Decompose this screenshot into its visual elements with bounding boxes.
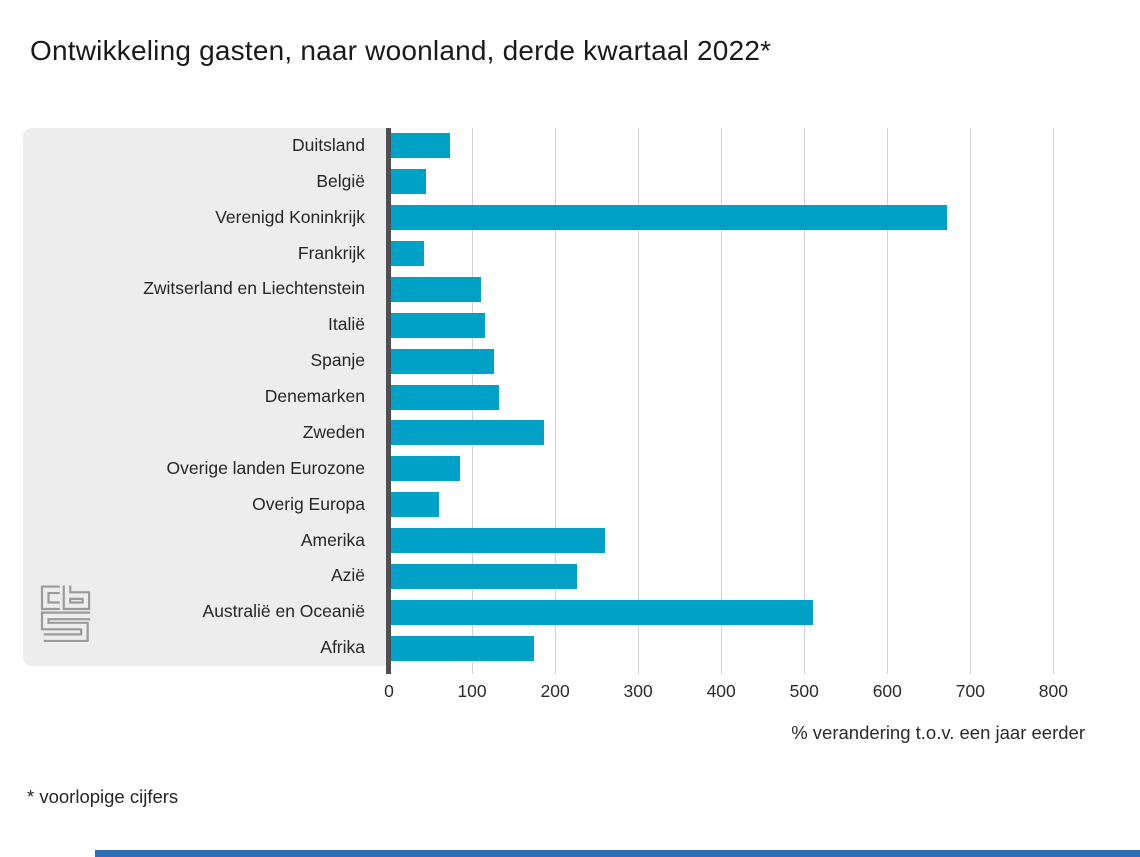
- category-label: Azië: [330, 565, 365, 586]
- bar-itali-[interactable]: [391, 312, 486, 338]
- y-axis-line: [386, 128, 391, 674]
- bar-australi-en-oceani-[interactable]: [391, 599, 813, 625]
- bottom-accent-bar: [95, 850, 1140, 857]
- gridline: [804, 128, 806, 674]
- x-tick-label: 600: [872, 681, 902, 701]
- x-tick-label: 0: [384, 681, 394, 701]
- bar-afrika[interactable]: [391, 635, 534, 661]
- category-label: Australië en Oceanië: [202, 601, 365, 622]
- gridline: [638, 128, 640, 674]
- bar-spanje[interactable]: [391, 348, 495, 374]
- category-label: Overige landen Eurozone: [166, 457, 365, 478]
- category-label: Zwitserland en Liechtenstein: [143, 278, 365, 299]
- x-axis-label: % verandering t.o.v. een jaar eerder: [791, 722, 1085, 743]
- chart-title: Ontwikkeling gasten, naar woonland, derd…: [30, 34, 772, 66]
- category-label: Amerika: [300, 529, 365, 550]
- bar-azi-[interactable]: [391, 563, 577, 589]
- x-tick-label: 200: [540, 681, 570, 701]
- bar-zwitserland-en-liechtenstein[interactable]: [391, 276, 482, 302]
- category-label: Spanje: [310, 350, 366, 371]
- category-label: Denemarken: [264, 386, 365, 407]
- footnote: * voorlopige cijfers: [27, 786, 179, 807]
- x-tick-label: 400: [706, 681, 736, 701]
- cbs-logo: [40, 585, 91, 642]
- category-label: Overig Europa: [252, 493, 365, 514]
- x-tick-label: 100: [457, 681, 487, 701]
- gridline: [970, 128, 972, 674]
- x-tick-label: 500: [789, 681, 819, 701]
- bar-duitsland[interactable]: [391, 133, 450, 159]
- gridline: [1053, 128, 1055, 674]
- gridline: [555, 128, 557, 674]
- category-label: Duitsland: [292, 135, 365, 155]
- category-label: Afrika: [320, 637, 365, 658]
- bar-amerika[interactable]: [391, 528, 605, 553]
- bar-belgi-[interactable]: [391, 169, 427, 195]
- bar-verenigd-koninkrijk[interactable]: [391, 205, 948, 231]
- x-tick-label: 800: [1038, 681, 1068, 701]
- bar-frankrijk[interactable]: [391, 241, 424, 267]
- bar-chart: Ontwikkeling gasten, naar woonland, derd…: [23, 34, 1085, 743]
- category-label: Frankrijk: [297, 242, 365, 263]
- category-label: Zweden: [302, 421, 365, 442]
- bar-zweden[interactable]: [391, 420, 545, 446]
- category-label: Italië: [328, 314, 365, 335]
- gridline: [721, 128, 723, 674]
- bar-overige-landen-eurozone[interactable]: [391, 456, 460, 482]
- bar-overig-europa[interactable]: [391, 492, 439, 518]
- label-panel: [23, 128, 391, 666]
- gridline: [887, 128, 889, 674]
- x-tick-label: 300: [623, 681, 653, 701]
- bar-denemarken[interactable]: [391, 384, 499, 410]
- category-label: België: [316, 170, 365, 191]
- x-tick-label: 700: [955, 681, 985, 701]
- category-label: Verenigd Koninkrijk: [215, 206, 365, 227]
